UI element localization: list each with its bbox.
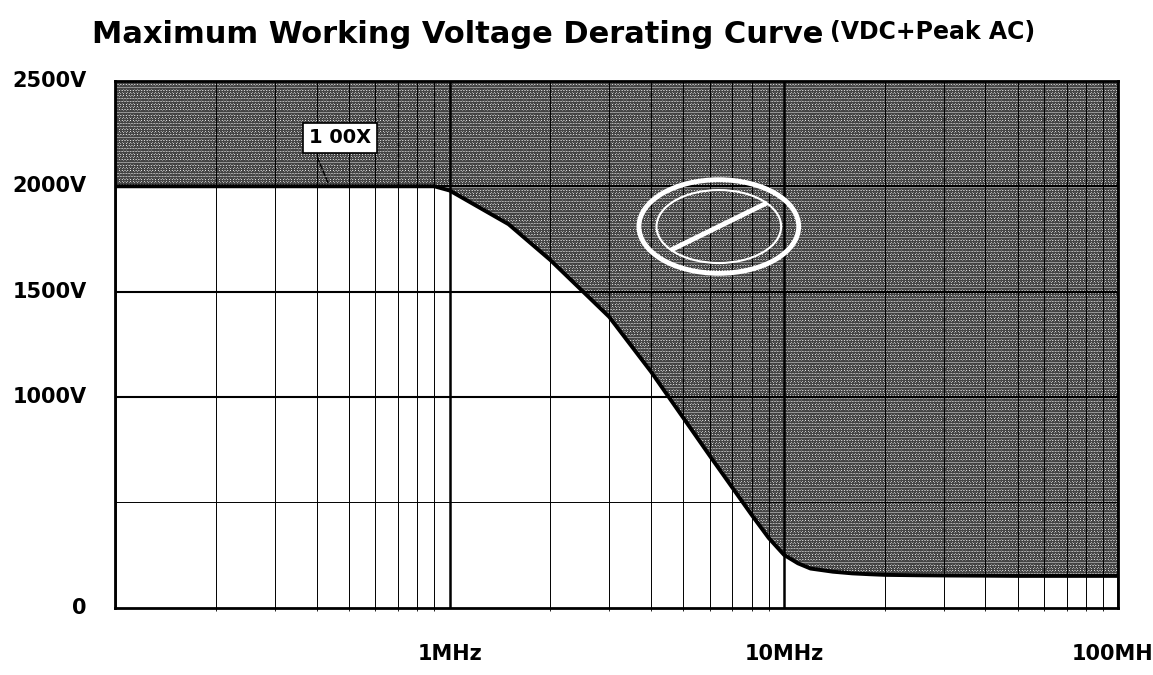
Text: 2500V: 2500V [13, 71, 86, 91]
Text: 0: 0 [71, 597, 86, 618]
Text: (VDC+Peak AC): (VDC+Peak AC) [830, 20, 1035, 45]
Text: 2000V: 2000V [13, 176, 86, 196]
Text: Maximum Working Voltage Derating Curve: Maximum Working Voltage Derating Curve [92, 20, 823, 49]
Text: 1500V: 1500V [13, 281, 86, 302]
Text: 10MHz: 10MHz [745, 645, 823, 664]
Text: 1MHz: 1MHz [417, 645, 482, 664]
Text: 100MHz: 100MHz [1071, 645, 1153, 664]
Text: 1000V: 1000V [13, 387, 86, 407]
Text: 1 00X: 1 00X [309, 128, 371, 147]
